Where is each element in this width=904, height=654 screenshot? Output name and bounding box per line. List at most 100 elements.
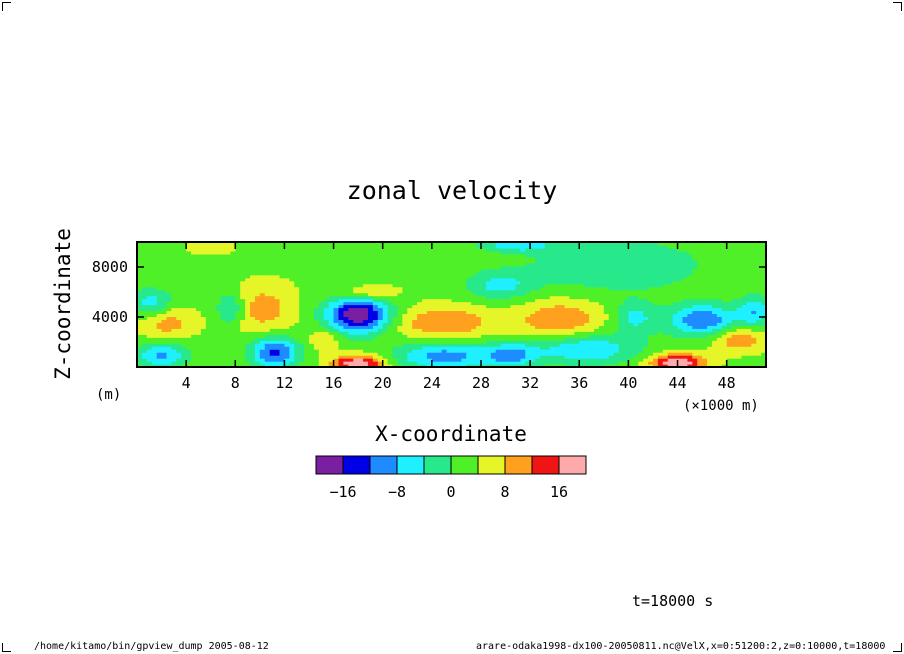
- contour-cell: [259, 268, 266, 273]
- contour-cell: [367, 262, 374, 267]
- contour-cell: [392, 361, 399, 365]
- contour-cell: [220, 280, 227, 285]
- contour-cell: [461, 310, 467, 315]
- contour-cell: [490, 358, 497, 362]
- contour-cell: [756, 358, 762, 362]
- contour-cell: [726, 316, 733, 320]
- contour-cell: [441, 349, 448, 353]
- contour-cell: [623, 337, 629, 341]
- contour-cell: [363, 307, 369, 312]
- contour-cell: [240, 295, 246, 300]
- contour-cell: [333, 322, 340, 326]
- contour-cell: [495, 328, 502, 332]
- contour-cell: [417, 319, 423, 323]
- contour-cell: [299, 316, 305, 320]
- contour-cell: [716, 289, 723, 294]
- contour-cell: [402, 259, 408, 264]
- contour-cell: [667, 322, 674, 326]
- contour-cell: [422, 295, 428, 300]
- contour-cell: [682, 310, 688, 315]
- contour-cell: [564, 289, 571, 294]
- contour-cell: [490, 322, 497, 326]
- contour-cell: [358, 325, 364, 329]
- contour-cell: [161, 268, 168, 273]
- contour-cell: [662, 262, 669, 267]
- contour-cell: [657, 340, 664, 344]
- contour-cell: [505, 352, 512, 356]
- contour-cell: [372, 331, 379, 335]
- contour-cell: [598, 352, 605, 356]
- contour-cell: [358, 262, 364, 267]
- contour-cell: [480, 337, 487, 341]
- contour-cell: [451, 292, 458, 297]
- contour-cell: [667, 355, 674, 359]
- contour-cell: [702, 262, 708, 267]
- contour-cell: [530, 358, 536, 362]
- contour-cell: [338, 322, 344, 326]
- contour-cell: [574, 250, 580, 255]
- contour-cell: [304, 322, 310, 326]
- contour-cell: [682, 346, 688, 350]
- contour-cell: [564, 256, 571, 261]
- contour-cell: [549, 313, 556, 318]
- contour-cell: [461, 262, 467, 267]
- contour-cell: [186, 295, 192, 300]
- contour-cell: [343, 310, 349, 315]
- contour-cell: [313, 361, 320, 365]
- contour-cell: [564, 259, 571, 264]
- contour-cell: [284, 313, 290, 318]
- contour-cell: [146, 352, 153, 356]
- contour-cell: [195, 319, 202, 323]
- contour-cell: [254, 349, 261, 353]
- contour-cell: [304, 304, 310, 309]
- contour-cell: [736, 265, 743, 270]
- contour-cell: [756, 253, 762, 258]
- contour-cell: [264, 316, 271, 320]
- contour-cell: [525, 262, 531, 267]
- contour-cell: [746, 301, 752, 306]
- contour-cell: [191, 334, 197, 338]
- contour-cell: [274, 265, 281, 270]
- contour-cell: [274, 313, 281, 318]
- contour-cell: [726, 364, 733, 368]
- contour-cell: [259, 349, 266, 353]
- contour-cell: [535, 295, 541, 300]
- contour-cell: [377, 349, 384, 353]
- contour-cell: [151, 322, 158, 326]
- contour-cell: [367, 277, 374, 282]
- contour-cell: [525, 349, 531, 353]
- contour-cell: [240, 289, 246, 294]
- contour-cell: [299, 328, 305, 332]
- contour-cell: [530, 313, 536, 318]
- contour-cell: [289, 268, 295, 273]
- contour-cell: [210, 358, 217, 362]
- contour-cell: [662, 316, 669, 320]
- contour-cell: [363, 262, 369, 267]
- contour-cell: [525, 250, 531, 255]
- contour-cell: [161, 322, 168, 326]
- contour-cell: [446, 262, 453, 267]
- contour-cell: [225, 319, 231, 323]
- contour-cell: [397, 334, 403, 338]
- contour-cell: [308, 268, 315, 273]
- contour-cell: [348, 250, 354, 255]
- contour-cell: [441, 307, 448, 312]
- contour-cell: [623, 313, 629, 318]
- contour-cell: [726, 325, 733, 329]
- contour-cell: [608, 310, 615, 315]
- contour-cell: [186, 352, 192, 356]
- contour-cell: [466, 340, 472, 344]
- contour-cell: [667, 340, 674, 344]
- contour-cell: [407, 325, 413, 329]
- contour-cell: [446, 265, 453, 270]
- contour-cell: [205, 349, 212, 353]
- contour-cell: [313, 358, 320, 362]
- contour-cell: [554, 301, 561, 306]
- contour-cell: [436, 325, 443, 329]
- contour-cell: [702, 259, 708, 264]
- contour-cell: [608, 358, 615, 362]
- contour-cell: [176, 277, 182, 282]
- contour-cell: [436, 313, 443, 318]
- contour-cell: [702, 277, 708, 282]
- contour-cell: [662, 340, 669, 344]
